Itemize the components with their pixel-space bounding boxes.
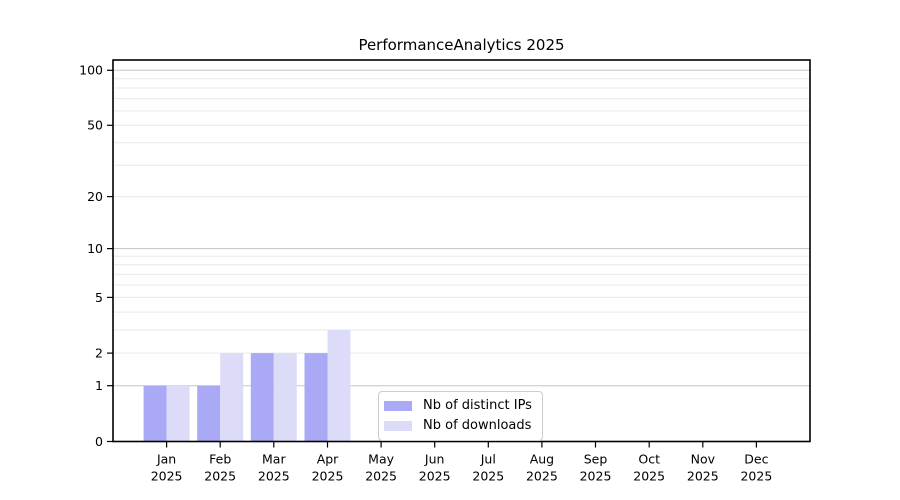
x-tick-year: 2025 — [312, 469, 344, 484]
y-tick-label: 1 — [95, 378, 103, 393]
bar-downloads-Jan — [166, 385, 190, 442]
x-tick-month: Feb — [209, 452, 231, 467]
y-tick-label: 50 — [87, 118, 103, 133]
x-tick-month: Mar — [262, 452, 286, 467]
y-tick-label: 5 — [95, 290, 103, 305]
x-tick-year: 2025 — [740, 469, 772, 484]
plot-border — [112, 59, 811, 443]
legend-label-downloads: Nb of downloads — [423, 418, 532, 433]
x-tick-year: 2025 — [633, 469, 665, 484]
bar-downloads-Feb — [220, 353, 244, 442]
x-tick-year: 2025 — [580, 469, 612, 484]
x-tick-year: 2025 — [151, 469, 183, 484]
y-tick-label: 0 — [95, 434, 103, 449]
x-tick-year: 2025 — [526, 469, 558, 484]
x-tick-year: 2025 — [365, 469, 397, 484]
bar-ips-Apr — [304, 353, 328, 442]
legend-label-distinct-ips: Nb of distinct IPs — [423, 398, 532, 413]
y-tick-label: 20 — [87, 189, 103, 204]
bar-downloads-Mar — [273, 353, 297, 442]
legend: Nb of distinct IPs Nb of downloads — [378, 391, 543, 441]
x-tick-year: 2025 — [472, 469, 504, 484]
bar-ips-Feb — [197, 385, 221, 442]
x-tick-year: 2025 — [687, 469, 719, 484]
x-tick-month: Jul — [480, 452, 496, 467]
y-tick-label: 10 — [87, 241, 103, 256]
x-tick-month: Sep — [584, 452, 608, 467]
legend-swatch-downloads — [384, 420, 412, 431]
legend-row-downloads: Nb of downloads — [384, 417, 532, 434]
bar-ips-Mar — [250, 353, 274, 442]
y-axis: 0 1 2 5 10 20 50 100 — [79, 63, 113, 449]
x-tick-month: Apr — [317, 452, 339, 467]
x-tick-month: Jan — [156, 452, 176, 467]
chart-title: PerformanceAnalytics 2025 — [358, 36, 565, 54]
bar-ips-Jan — [143, 385, 167, 442]
x-tick-month: Aug — [530, 452, 554, 467]
bars — [143, 330, 351, 442]
x-tick-month: Oct — [638, 452, 660, 467]
x-tick-month: Nov — [691, 452, 716, 467]
x-tick-month: Jun — [424, 452, 445, 467]
x-tick-year: 2025 — [258, 469, 290, 484]
x-tick-month: Dec — [744, 452, 768, 467]
x-tick-year: 2025 — [419, 469, 451, 484]
legend-swatch-distinct-ips — [384, 400, 412, 411]
y-tick-label: 100 — [79, 63, 103, 78]
y-tick-label: 2 — [95, 345, 103, 360]
gridlines — [113, 69, 810, 387]
x-tick-month: May — [368, 452, 394, 467]
x-axis: Jan 2025 Feb 2025 Mar 2025 Apr 2025 May 2025 Jun 20… — [151, 441, 772, 484]
legend-row-distinct-ips: Nb of distinct IPs — [384, 397, 532, 414]
bar-downloads-Apr — [327, 330, 351, 442]
x-tick-year: 2025 — [204, 469, 236, 484]
